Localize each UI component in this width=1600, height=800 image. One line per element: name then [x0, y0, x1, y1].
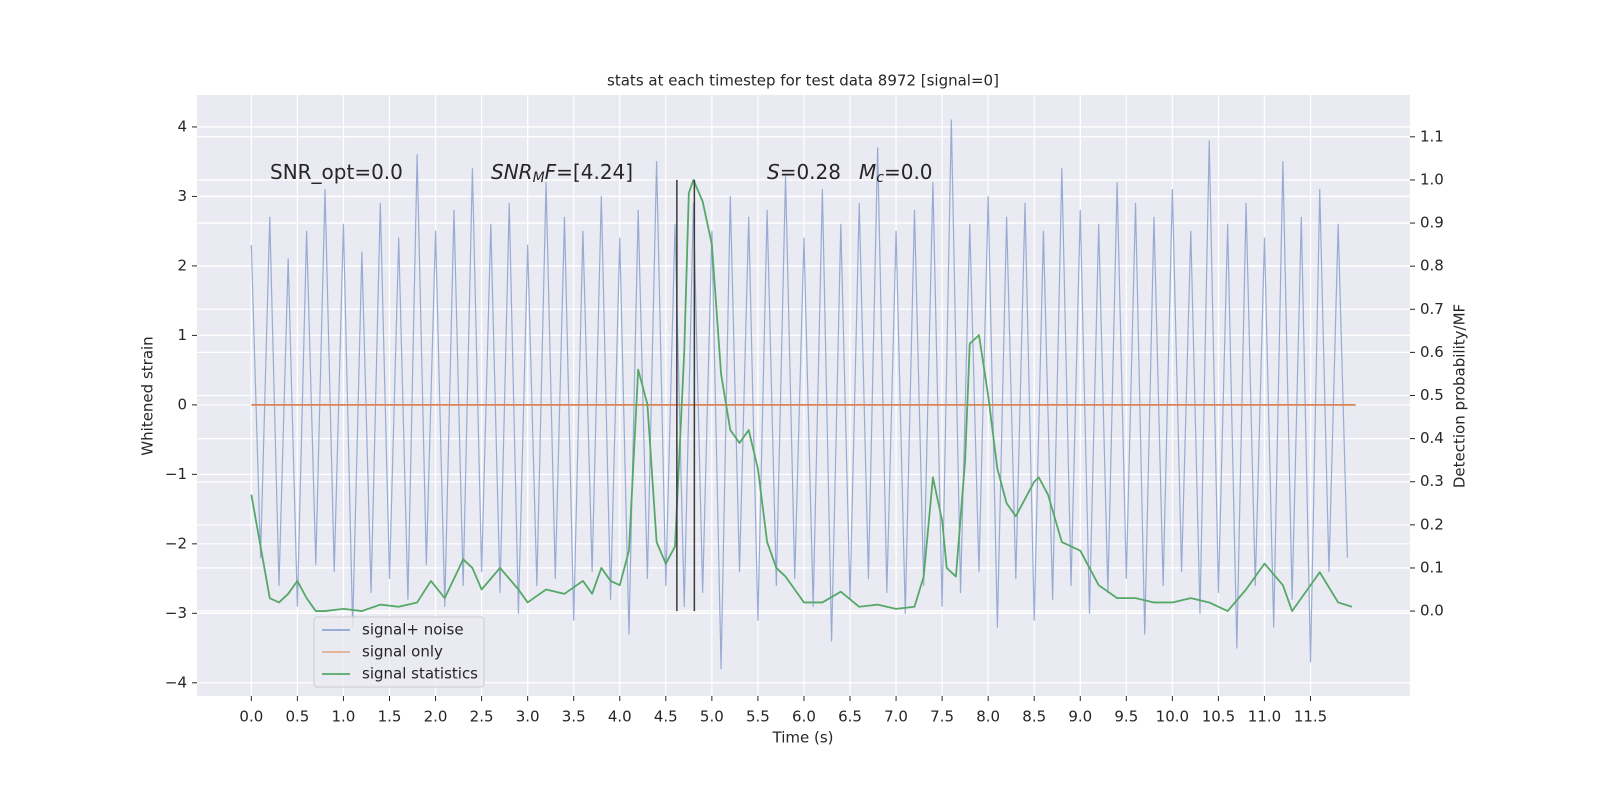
- grid: [197, 95, 1410, 696]
- y2-tick-label: 0.7: [1420, 300, 1444, 318]
- y2-tick-label: 0.8: [1420, 257, 1444, 275]
- annotation: Mc=0.0: [859, 160, 933, 187]
- x-tick-label: 7.0: [884, 708, 908, 726]
- legend-box: [313, 616, 485, 688]
- x-tick-label: 1.0: [332, 708, 356, 726]
- y2-tick-label: 1.0: [1420, 170, 1444, 188]
- axes: 0.0 0.5 1.0 1.5 2.0 2.5 3.0 3.5 4.0 4.5 5.0 5.5 6.0 6…: [165, 117, 1444, 725]
- annotation-part: =0.28: [780, 160, 841, 184]
- y-tick-label: 2: [177, 256, 187, 274]
- annotation-part: F: [545, 160, 557, 184]
- y2-tick-label: 1.1: [1420, 127, 1444, 145]
- x-tick-label: 3.5: [562, 708, 586, 726]
- x-tick-label: 10.0: [1156, 708, 1189, 726]
- x-tick-label: 11.0: [1248, 708, 1281, 726]
- y2-tick-label: 0.2: [1420, 515, 1444, 533]
- annotation-part: SNR_opt=0.0: [270, 160, 403, 184]
- y-tick-label: 4: [177, 117, 187, 135]
- annotation-part: M: [533, 170, 545, 186]
- series-line: [250, 119, 1348, 670]
- series-line: [250, 179, 1353, 612]
- x-tick-label: 6.5: [838, 708, 862, 726]
- x-tick-label: 2.5: [470, 708, 494, 726]
- annotation: S=0.28: [767, 160, 841, 184]
- x-tick-label: 3.0: [516, 708, 540, 726]
- x-tick-label: 4.0: [608, 708, 632, 726]
- y-tick-label: −4: [165, 673, 187, 691]
- annotation: SNR_opt=0.0: [270, 160, 403, 184]
- y2-tick-label: 0.1: [1420, 558, 1444, 576]
- legend-label: signal+ noise: [362, 621, 464, 639]
- legend-label: signal only: [362, 643, 443, 661]
- x-tick-label: 8.5: [1022, 708, 1046, 726]
- x-tick-label: 8.0: [976, 708, 1000, 726]
- annotation: SNRMF=[4.24]: [491, 160, 633, 187]
- annotation-part: c: [876, 170, 884, 186]
- annotation-part: =[4.24]: [556, 160, 633, 184]
- annotation-part: =0.0: [884, 160, 933, 184]
- x-tick-label: 1.5: [378, 708, 402, 726]
- x-tick-label: 7.5: [930, 708, 954, 726]
- legend: signal+ noise signal only signal statistic…: [313, 616, 485, 688]
- marks: [250, 119, 1356, 670]
- y2-axis-label: Detection probability/MF: [1451, 304, 1469, 488]
- x-tick-label: 11.5: [1294, 708, 1327, 726]
- x-axis-label: Time (s): [772, 729, 834, 747]
- annotation-part: S: [767, 160, 780, 184]
- x-tick-label: 10.5: [1202, 708, 1235, 726]
- x-tick-label: 0.0: [239, 708, 263, 726]
- x-tick-label: 6.0: [792, 708, 816, 726]
- annotation-part: SNR: [491, 160, 533, 184]
- x-tick-label: 5.0: [700, 708, 724, 726]
- x-tick-label: 4.5: [654, 708, 678, 726]
- y2-tick-label: 0.3: [1420, 472, 1444, 490]
- x-tick-label: 0.5: [285, 708, 309, 726]
- chart-title: stats at each timestep for test data 897…: [607, 72, 999, 90]
- y2-tick-label: 0.4: [1420, 429, 1444, 447]
- y-tick-label: 1: [177, 326, 187, 344]
- y2-tick-label: 0.5: [1420, 386, 1444, 404]
- y-tick-label: 3: [177, 187, 187, 205]
- y2-tick-label: 0.0: [1420, 602, 1444, 620]
- x-tick-label: 2.0: [424, 708, 448, 726]
- y-tick-label: −1: [165, 465, 187, 483]
- annotation-part: M: [859, 160, 876, 184]
- y-tick-label: 0: [177, 395, 187, 413]
- x-tick-label: 9.0: [1068, 708, 1092, 726]
- x-tick-label: 5.5: [746, 708, 770, 726]
- y-tick-label: −2: [165, 534, 187, 552]
- y2-tick-label: 0.6: [1420, 343, 1444, 361]
- y-tick-label: −3: [165, 604, 187, 622]
- legend-label: signal statistics: [362, 665, 478, 683]
- y2-tick-label: 0.9: [1420, 214, 1444, 232]
- y-axis-label: Whitened strain: [139, 336, 157, 455]
- x-tick-label: 9.5: [1114, 708, 1138, 726]
